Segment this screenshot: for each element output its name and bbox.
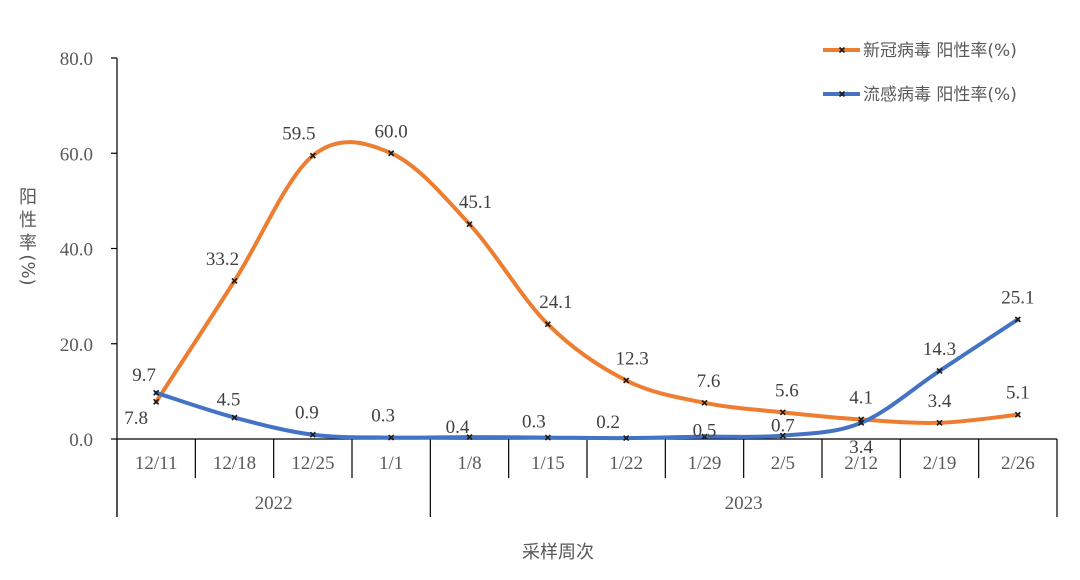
data-label: 7.6 xyxy=(697,371,721,392)
y-tick-label: 40.0 xyxy=(60,240,93,261)
x-category-label: 2/5 xyxy=(771,453,795,474)
x-marker-icon xyxy=(388,434,395,441)
x-marker-icon xyxy=(701,399,708,406)
data-label: 5.1 xyxy=(1006,383,1030,404)
x-marker-icon xyxy=(309,152,316,159)
data-label: 4.1 xyxy=(849,387,873,408)
data-label: 7.8 xyxy=(124,408,148,429)
y-tick-label: 80.0 xyxy=(60,49,93,70)
x-marker-icon xyxy=(231,414,238,421)
data-label: 12.3 xyxy=(616,348,649,369)
x-marker-icon xyxy=(466,221,473,228)
x-category-label: 2/12 xyxy=(844,453,878,474)
data-labels: 7.8 33.2 59.5 60.0 45.1 24.1 12.3 7.6 5.6 4.1 3.4 5… xyxy=(124,121,1034,458)
data-label: 60.0 xyxy=(375,121,408,142)
y-tick-label: 20.0 xyxy=(60,335,93,356)
x-category-label: 1/29 xyxy=(688,453,722,474)
x-marker-icon xyxy=(623,434,630,442)
x-category-label: 2/19 xyxy=(923,453,957,474)
legend-item-covid: 新冠病毒 阳性率(%) xyxy=(823,41,1017,61)
x-marker-icon xyxy=(623,377,630,384)
x-marker-icon xyxy=(388,150,395,157)
data-label: 0.3 xyxy=(371,406,395,427)
series-line xyxy=(154,140,1020,425)
y-tick-label: 0.0 xyxy=(69,430,93,451)
series-line xyxy=(154,317,1020,441)
data-label: 24.1 xyxy=(539,292,572,313)
data-label: 33.2 xyxy=(206,249,239,270)
data-label: 0.4 xyxy=(446,417,470,438)
svg-text:阳: 阳 xyxy=(19,187,37,208)
x-year-label: 2023 xyxy=(725,493,763,514)
data-label: 0.7 xyxy=(771,416,795,437)
x-category-label: 1/15 xyxy=(531,453,565,474)
legend-label: 新冠病毒 阳性率(%) xyxy=(863,41,1017,61)
svg-text:(%): (%) xyxy=(17,254,38,285)
x-marker-icon xyxy=(309,431,316,438)
x-year-label: 2022 xyxy=(255,493,293,514)
x-category-label: 2/26 xyxy=(1001,453,1035,474)
y-axis-title: 阳性率(%) xyxy=(17,187,38,286)
series-layer xyxy=(153,140,1021,442)
x-category-label: 1/1 xyxy=(379,453,403,474)
x-marker-icon xyxy=(779,409,786,416)
data-label: 45.1 xyxy=(459,192,492,213)
x-marker-icon xyxy=(466,434,473,441)
x-marker-icon xyxy=(1014,316,1021,323)
data-label: 0.3 xyxy=(522,412,546,433)
x-category-label: 12/25 xyxy=(291,453,334,474)
svg-text:率: 率 xyxy=(19,233,37,254)
x-marker-icon xyxy=(701,433,708,440)
series-covid xyxy=(153,140,1021,426)
data-label: 9.7 xyxy=(132,365,156,386)
x-marker-icon xyxy=(153,389,160,396)
x-category-label: 1/22 xyxy=(609,453,643,474)
svg-text:性: 性 xyxy=(19,210,37,231)
x-category-label: 1/8 xyxy=(457,453,481,474)
y-axis: 0.0 20.0 40.0 60.0 80.0 xyxy=(60,49,118,517)
x-marker-icon xyxy=(231,277,238,284)
data-label: 4.5 xyxy=(217,390,241,411)
x-category-label: 12/11 xyxy=(135,453,178,474)
x-marker-icon xyxy=(858,419,865,426)
series-flu xyxy=(153,316,1021,442)
data-label: 3.4 xyxy=(849,437,873,458)
data-label: 0.2 xyxy=(596,412,620,433)
data-label: 5.6 xyxy=(775,380,799,401)
data-label: 3.4 xyxy=(928,391,952,412)
x-marker-icon xyxy=(1014,411,1021,418)
data-label: 0.5 xyxy=(693,421,717,442)
x-marker-icon xyxy=(544,321,551,328)
x-marker-icon xyxy=(779,432,786,439)
x-marker-icon xyxy=(936,419,943,426)
x-axis: 12/11 12/18 12/25 1/1 1/8 1/15 1/22 1/29 2/5 2/12… xyxy=(116,438,1058,517)
x-marker-icon xyxy=(544,434,551,441)
legend: 新冠病毒 阳性率(%) 流感病毒 阳性率(%) xyxy=(823,41,1017,105)
legend-item-flu: 流感病毒 阳性率(%) xyxy=(823,85,1017,105)
x-axis-title: 采样周次 xyxy=(522,542,594,563)
legend-label: 流感病毒 阳性率(%) xyxy=(863,85,1017,105)
x-marker-icon xyxy=(936,367,943,374)
x-category-label: 12/18 xyxy=(213,453,256,474)
data-label: 25.1 xyxy=(1001,287,1034,308)
y-tick-label: 60.0 xyxy=(60,144,93,165)
data-label: 59.5 xyxy=(282,124,315,145)
x-marker-icon xyxy=(153,398,160,405)
data-label: 0.9 xyxy=(295,403,319,424)
data-label: 14.3 xyxy=(923,339,956,360)
